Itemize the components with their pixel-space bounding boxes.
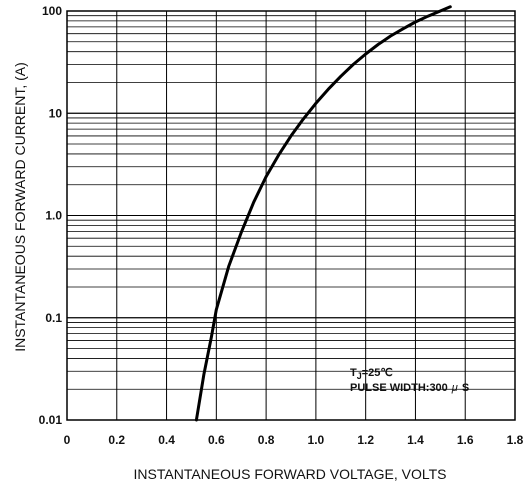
x-tick-label: 0.2 xyxy=(108,433,125,447)
y-tick-label: 0.1 xyxy=(45,311,62,325)
condition-annotation: TJ=25℃ PULSE WIDTH:300 μ S xyxy=(350,367,469,394)
x-tick-label: 0.6 xyxy=(208,433,225,447)
tj-prefix: T xyxy=(350,367,357,379)
x-axis-title: INSTANTANEOUS FORWARD VOLTAGE, VOLTS xyxy=(134,466,447,482)
x-tick-label: 1.6 xyxy=(457,433,474,447)
tj-annotation: TJ=25℃ xyxy=(350,367,393,381)
pulse-prefix: PULSE WIDTH:300 xyxy=(350,382,448,394)
x-tick-label: 0 xyxy=(64,433,71,447)
plot-frame xyxy=(66,10,516,421)
forward-current-curve xyxy=(194,5,452,422)
x-tick-label: 1.8 xyxy=(507,433,524,447)
y-tick-label: 0.01 xyxy=(39,413,63,427)
pulse-width-annotation: PULSE WIDTH:300 μ S xyxy=(350,382,469,394)
y-tick-labels: 0.01 0.1 1.0 10 100 xyxy=(39,4,63,427)
tj-subscript: J xyxy=(357,371,362,381)
y-tick-label: 10 xyxy=(49,106,63,120)
pulse-mu: μ xyxy=(451,382,458,394)
x-tick-labels: 0 0.2 0.4 0.6 0.8 1.0 1.2 1.4 1.6 1.8 xyxy=(64,433,524,447)
y-axis-title: INSTANTANEOUS FORWARD CURRENT, (A) xyxy=(12,62,28,352)
y-tick-label: 100 xyxy=(42,4,62,18)
tj-unit: ℃ xyxy=(380,367,392,379)
x-tick-label: 0.4 xyxy=(158,433,175,447)
x-tick-label: 1.2 xyxy=(357,433,374,447)
grid-minor-lines xyxy=(67,15,515,390)
x-tick-label: 0.8 xyxy=(258,433,275,447)
tj-value: =25 xyxy=(362,367,381,379)
grid-major-lines xyxy=(67,11,515,420)
x-tick-label: 1.4 xyxy=(407,433,424,447)
pulse-unit: S xyxy=(462,382,469,394)
y-tick-label: 1.0 xyxy=(45,209,62,223)
x-tick-label: 1.0 xyxy=(308,433,325,447)
